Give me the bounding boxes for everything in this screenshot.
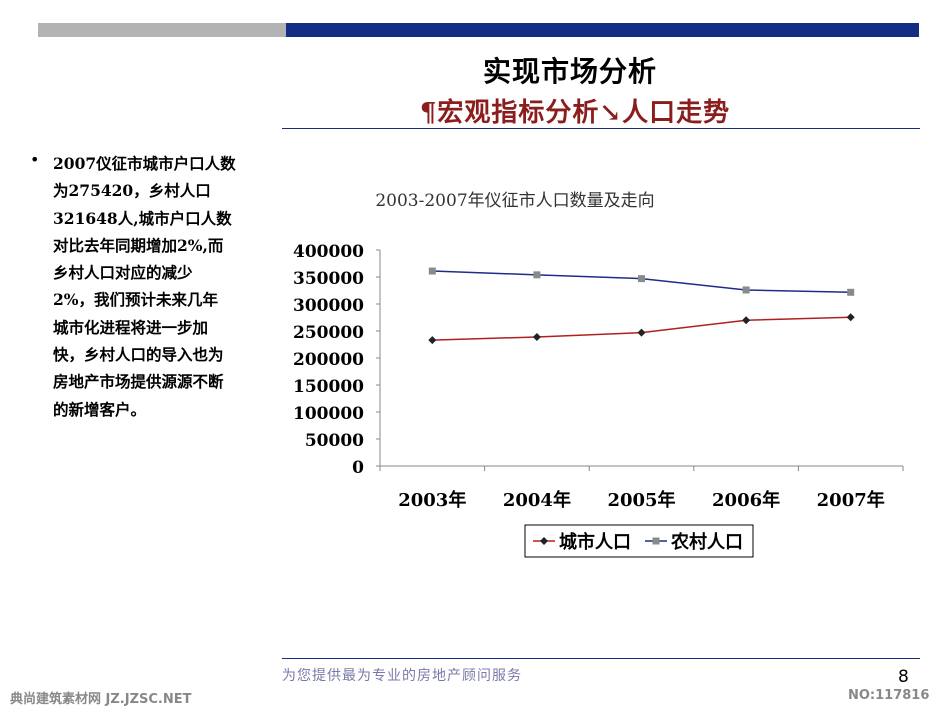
bullet-line: 的新增客户。 [53,399,147,419]
data-point-urban [742,316,751,325]
legend-marker-urban [540,537,548,545]
header-bar-gray [38,23,286,37]
data-point-urban [637,328,646,337]
x-tick-label: 2004年 [503,489,571,511]
y-tick-label: 50000 [305,431,364,451]
y-tick-label: 250000 [293,323,364,343]
y-tick-label: 300000 [293,296,364,316]
bullet-line: 乡村人口对应的减少 [53,263,193,283]
title-divider [282,128,920,129]
legend-label: 城市人口 [559,531,631,553]
footer-slogan: 为您提供最为专业的房地产顾问服务 [282,668,522,684]
y-tick-label: 200000 [293,350,364,370]
data-point-rural [847,288,855,296]
header-bar-blue [286,23,919,37]
bullet-dot-icon: • [30,150,40,169]
bullet-line: 城市化进程将进一步加 [53,317,209,337]
x-tick-label: 2007年 [817,489,885,511]
y-tick-label: 100000 [293,404,364,424]
slide-subtitle: ¶宏观指标分析↘人口走势 [419,98,731,128]
bullet-line: 快，乡村人口的导入也为 [53,345,224,365]
x-tick-label: 2005年 [607,489,675,511]
bullet-line: 对比去年同期增加2%,而 [53,235,224,255]
chart-title: 2003-2007年仪征市人口数量及走向 [375,191,654,211]
data-point-rural [638,275,645,283]
watermark-left: 典尚建筑素材网 JZ.JZSC.NET [10,692,192,707]
data-point-urban [428,336,437,345]
x-tick-label: 2003年 [398,489,466,511]
legend-box [524,524,754,558]
footer-divider [282,658,920,659]
x-tick-label: 2006年 [712,489,780,511]
y-tick-label: 400000 [293,242,364,262]
bullet-line: 321648人,城市户口人数 [53,208,232,228]
legend-marker-rural [652,537,660,545]
y-tick-label: 150000 [293,377,364,397]
y-tick-label: 0 [352,458,364,478]
data-point-rural [742,286,750,294]
y-tick-label: 350000 [293,269,364,289]
page-number: 8 [898,667,909,687]
bullet-line: 2%，我们预计未来几年 [53,290,219,310]
data-point-rural [428,267,436,275]
legend-label: 农村人口 [670,531,743,553]
data-point-rural [533,271,541,279]
data-point-urban [532,332,541,341]
bullet-line: 房地产市场提供源源不断 [53,372,224,392]
data-point-urban [846,313,855,322]
slide-title: 实现市场分析 [482,55,657,88]
bullet-line: 为275420，乡村人口 [53,181,211,201]
bullet-line: 2007仪征市城市户口人数 [53,154,236,173]
watermark-right: NO:117816 [848,688,930,703]
bullet-text: 2007仪征市城市户口人数 为275420，乡村人口 321648人,城市户口人… [53,150,268,423]
population-line-chart: 2003-2007年仪征市人口数量及走向 400000 350000 300000 25… [293,191,904,558]
